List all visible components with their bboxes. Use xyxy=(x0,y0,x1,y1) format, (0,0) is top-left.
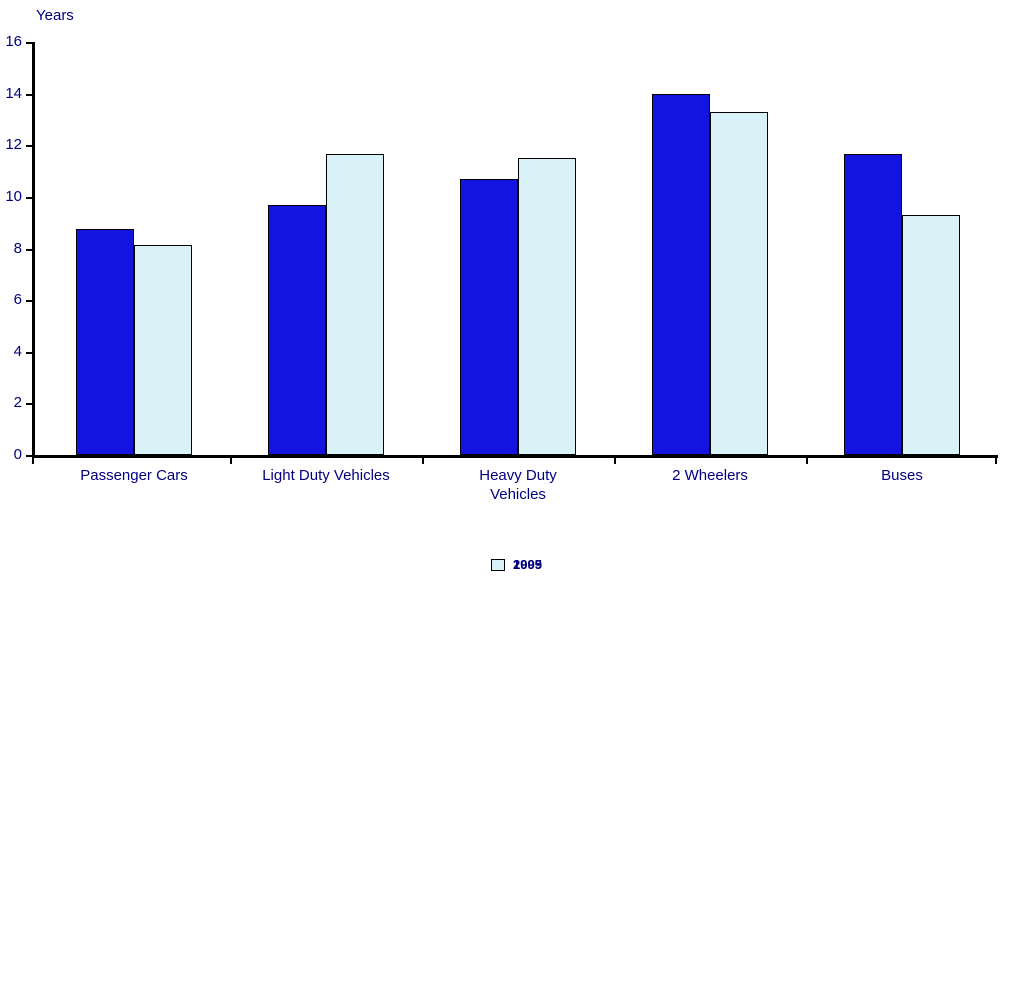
bar-2009 xyxy=(326,154,384,455)
y-tick xyxy=(26,197,32,199)
y-tick xyxy=(26,249,32,251)
y-tick-label: 16 xyxy=(0,33,22,50)
y-tick-label: 0 xyxy=(0,446,22,463)
x-category-label: Buses xyxy=(817,467,987,486)
x-tick xyxy=(422,458,424,464)
x-category-label: Heavy DutyVehicles xyxy=(433,467,603,505)
y-tick-label: 10 xyxy=(0,188,22,205)
x-category-label: Light Duty Vehicles xyxy=(241,467,411,486)
x-tick xyxy=(614,458,616,464)
bar-1995 xyxy=(268,205,326,455)
bar-1995 xyxy=(460,179,518,455)
legend-item: 2009 xyxy=(491,557,542,572)
y-tick xyxy=(26,455,32,457)
y-tick-label: 6 xyxy=(0,291,22,308)
bar-2009 xyxy=(710,112,768,455)
y-tick-label: 2 xyxy=(0,394,22,411)
bar-1995 xyxy=(76,229,134,455)
y-axis xyxy=(32,42,35,458)
y-tick-label: 4 xyxy=(0,343,22,360)
y-tick xyxy=(26,352,32,354)
bar-2009 xyxy=(134,245,192,455)
legend-swatch xyxy=(491,559,505,571)
x-axis xyxy=(32,455,998,458)
bar-2009 xyxy=(518,158,576,455)
y-tick-label: 14 xyxy=(0,85,22,102)
x-tick xyxy=(230,458,232,464)
y-tick xyxy=(26,403,32,405)
y-axis-title: Years xyxy=(36,7,74,24)
x-tick xyxy=(995,458,997,464)
y-tick-label: 12 xyxy=(0,136,22,153)
y-tick xyxy=(26,300,32,302)
x-category-label: Passenger Cars xyxy=(49,467,219,486)
y-tick xyxy=(26,145,32,147)
bar-1995 xyxy=(652,94,710,455)
x-category-label: 2 Wheelers xyxy=(625,467,795,486)
vehicle-years-bar-chart: Years 0 2 4 6 8 10 12 14 16 Passenger Cars Light Du… xyxy=(0,0,1033,983)
x-tick xyxy=(806,458,808,464)
y-tick-label: 8 xyxy=(0,240,22,257)
legend-label: 2009 xyxy=(513,557,542,572)
y-tick xyxy=(26,42,32,44)
y-tick xyxy=(26,94,32,96)
bar-1995 xyxy=(844,154,902,455)
x-tick xyxy=(32,458,34,464)
bar-2009 xyxy=(902,215,960,455)
